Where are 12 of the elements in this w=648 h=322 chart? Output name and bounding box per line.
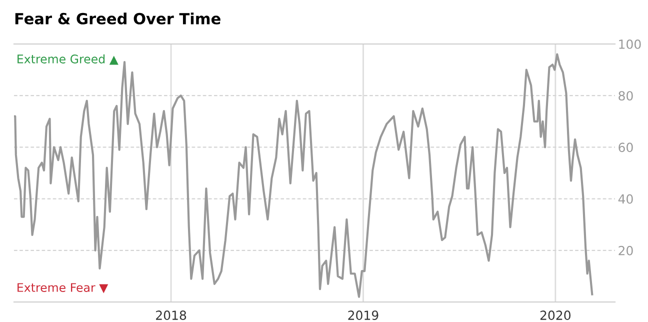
y-tick-label: 80 xyxy=(618,91,633,101)
annotation: Extreme Greed ▲ xyxy=(18,54,118,65)
line-series xyxy=(14,53,594,298)
y-tick-label: 100 xyxy=(619,39,641,49)
annotation: Extreme Fear ▼ xyxy=(18,283,108,294)
y-tick-label: 20 xyxy=(618,246,633,256)
y-tick-label: 60 xyxy=(618,142,633,152)
chart-title: Fear & Greed Over Time xyxy=(15,12,220,24)
x-tick-label: 2020 xyxy=(540,310,570,320)
y-tick-label: 40 xyxy=(618,194,633,204)
x-tick-label: 2018 xyxy=(156,310,186,320)
x-tick-label: 2019 xyxy=(348,310,378,320)
